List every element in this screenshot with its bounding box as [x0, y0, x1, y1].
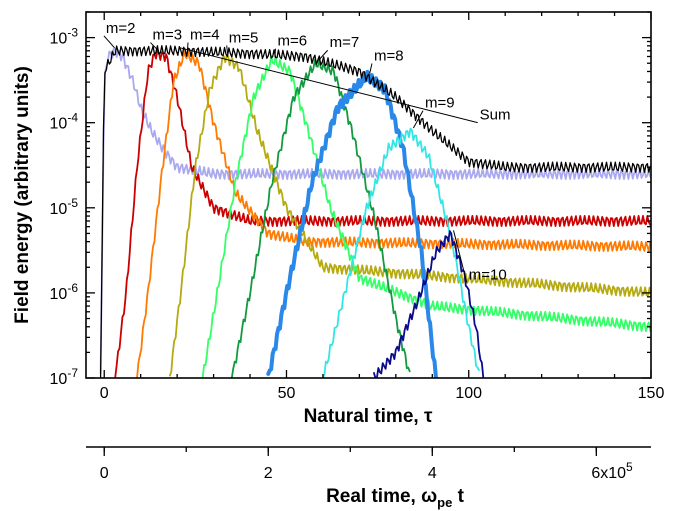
x-tick-label: 150 — [638, 385, 665, 402]
annotation-leader-m-10 — [453, 230, 468, 283]
plot-frame — [85, 11, 652, 379]
annotation-leader-m-6 — [274, 48, 277, 57]
annotation-m-7: m=7 — [330, 34, 360, 51]
x-tick-label: 50 — [278, 385, 296, 402]
x-axis-title: Natural time, τ — [304, 406, 433, 427]
secondary-x-title-tail: t — [452, 486, 464, 507]
y-axis-title: Field energy (arbitrary units) — [12, 66, 33, 324]
secondary-x-title-sub: pe — [437, 495, 452, 510]
annotation-leader-m-9 — [412, 110, 424, 129]
series-m-8 — [266, 69, 438, 378]
series-m-5 — [168, 54, 651, 377]
y-tick-label: 10-6 — [50, 281, 79, 303]
secondary-x-title-main: Real time, ω — [326, 486, 437, 507]
series-sum — [99, 45, 651, 378]
series-m-9 — [322, 127, 480, 378]
y-tick-label: 10-5 — [50, 196, 79, 218]
secondary-x-tick-label: 0 — [100, 465, 109, 482]
annotation-m-2: m=2 — [106, 20, 136, 37]
annotation-sum: Sum — [480, 107, 511, 124]
series-m-3 — [114, 49, 651, 378]
secondary-x-tick-label: 2 — [264, 465, 273, 482]
y-tick-label: 10-3 — [50, 26, 79, 48]
annotation-m-6: m=6 — [278, 33, 308, 50]
annotation-leader-m-7 — [318, 49, 329, 61]
series-m-2 — [99, 47, 651, 375]
annotation-m-8: m=8 — [374, 47, 404, 64]
y-tick-label: 10-4 — [50, 111, 79, 133]
series-m-10 — [373, 230, 485, 378]
secondary-x-axis: 0 2 4 6x105 — [86, 446, 651, 482]
annotation-m-10: m=10 — [469, 267, 507, 284]
x-tick-label: 0 — [100, 385, 109, 402]
annotation-leader-m-2 — [103, 35, 115, 49]
annotation-leader-sum — [180, 47, 478, 124]
annotation-m-5: m=5 — [229, 29, 259, 46]
x-tick-label: 100 — [455, 385, 482, 402]
annotation-m-4: m=4 — [190, 27, 220, 44]
series-m-7 — [230, 58, 411, 378]
series-layer — [99, 45, 651, 378]
secondary-x-tick-label: 4 — [428, 465, 437, 482]
annotation-leader-m-8 — [369, 63, 373, 74]
y-tick-label: 10-7 — [50, 366, 79, 388]
y-axis: 10-7 10-6 10-5 10-4 10-3 — [50, 11, 651, 388]
annotation-leader-m-5 — [226, 45, 229, 54]
x-axis: 0 50 100 150 — [100, 12, 665, 402]
secondary-x-tick-label: 6x105 — [591, 460, 633, 482]
series-m-4 — [136, 49, 651, 378]
annotation-layer: m=2 m=3 m=4 m=5 m=6 m=7 m=8 m=9 Sum m=10 — [103, 20, 511, 284]
annotation-leader-m-3 — [150, 42, 159, 51]
annotation-m-9: m=9 — [425, 95, 455, 112]
annotation-m-3: m=3 — [152, 27, 182, 44]
secondary-x-axis-title: Real time, ωpe t — [326, 486, 465, 510]
